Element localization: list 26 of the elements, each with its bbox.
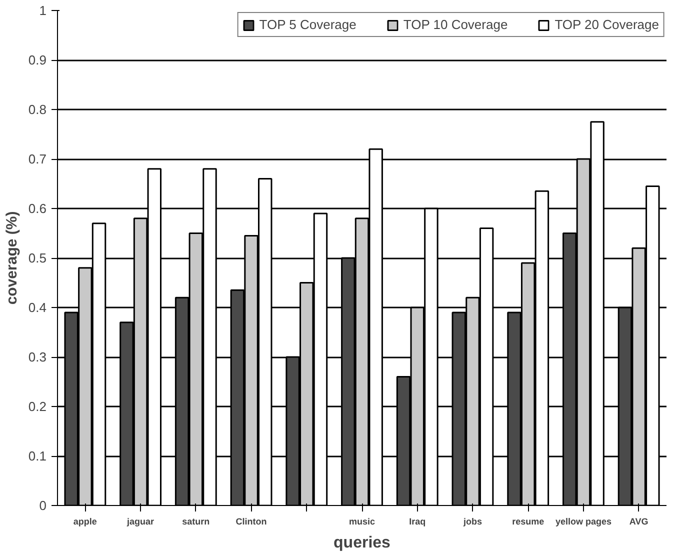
x-tick-label: yellow pages	[555, 516, 612, 526]
x-tick-label: jobs	[462, 516, 482, 526]
x-tick-label: saturn	[182, 516, 210, 526]
x-tick-label: AVG	[629, 516, 648, 526]
y-tick-label: 0.1	[28, 448, 47, 464]
y-tick-label: 0.8	[28, 102, 47, 117]
y-axis-title: coverage (%)	[3, 211, 20, 305]
x-tick-label: Iraq	[409, 516, 426, 526]
legend-label: TOP 10 Coverage	[403, 17, 508, 32]
x-tick-label: resume	[512, 516, 544, 526]
y-tick-label: 0.4	[28, 300, 47, 315]
y-tick-label: 0.7	[28, 152, 47, 166]
x-tick-label: jaguar	[126, 516, 155, 526]
y-tick-label: 0.6	[28, 201, 47, 216]
y-tick-label: 0.2	[28, 399, 47, 414]
x-tick-label: music	[348, 516, 376, 526]
legend-label: TOP 20 Coverage	[554, 17, 659, 32]
x-tick-label: Clinton	[236, 516, 267, 526]
legend-label: TOP 5 Coverage	[259, 17, 356, 32]
y-tick-label: 0.5	[28, 250, 47, 266]
y-tick-label: 1	[39, 3, 47, 18]
y-tick-label: 0.3	[28, 350, 47, 364]
y-tick-label: 0.9	[28, 52, 47, 68]
y-tick-label: 0	[39, 498, 47, 513]
x-axis-title: queries	[334, 534, 391, 552]
x-tick-label: apple	[73, 516, 97, 526]
